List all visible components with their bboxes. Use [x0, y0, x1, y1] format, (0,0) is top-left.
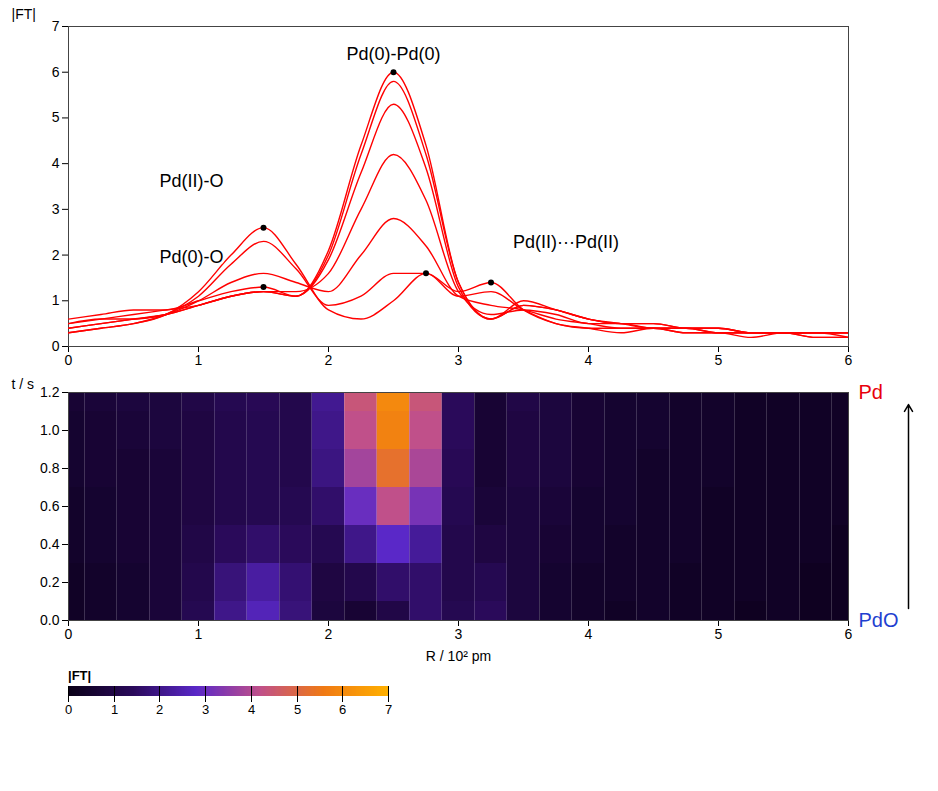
svg-text:0.2: 0.2: [40, 574, 60, 590]
svg-text:4: 4: [52, 155, 60, 171]
svg-text:2: 2: [52, 247, 60, 263]
svg-text:4: 4: [248, 702, 255, 717]
svg-text:5: 5: [52, 109, 60, 125]
svg-text:Pd(II)-O: Pd(II)-O: [159, 171, 223, 191]
svg-text:Pd(II)···Pd(II): Pd(II)···Pd(II): [513, 232, 619, 252]
svg-text:2: 2: [325, 626, 333, 642]
svg-text:0: 0: [65, 702, 72, 717]
svg-text:6: 6: [845, 352, 853, 368]
svg-text:6: 6: [845, 626, 853, 642]
svg-text:PdO: PdO: [859, 609, 899, 631]
svg-text:|FT|: |FT|: [68, 668, 91, 683]
svg-text:3: 3: [455, 352, 463, 368]
svg-text:Pd(0)-O: Pd(0)-O: [159, 247, 223, 267]
svg-text:1: 1: [195, 626, 203, 642]
svg-text:2: 2: [325, 352, 333, 368]
svg-text:5: 5: [715, 626, 723, 642]
svg-text:7: 7: [385, 702, 392, 717]
svg-text:2: 2: [156, 702, 163, 717]
svg-text:6: 6: [339, 702, 346, 717]
svg-text:|FT|: |FT|: [12, 6, 36, 22]
svg-text:R / 10² pm: R / 10² pm: [426, 648, 491, 664]
svg-text:1: 1: [52, 292, 60, 308]
svg-text:0.0: 0.0: [40, 612, 60, 628]
svg-text:t / s: t / s: [12, 376, 35, 392]
svg-text:3: 3: [202, 702, 209, 717]
svg-text:3: 3: [52, 201, 60, 217]
svg-text:5: 5: [294, 702, 301, 717]
svg-text:3: 3: [455, 626, 463, 642]
svg-text:1: 1: [195, 352, 203, 368]
svg-text:Pd: Pd: [859, 381, 883, 403]
svg-text:1.2: 1.2: [40, 384, 60, 400]
svg-text:0.6: 0.6: [40, 498, 60, 514]
svg-text:4: 4: [585, 626, 593, 642]
svg-text:6: 6: [52, 64, 60, 80]
svg-text:0: 0: [65, 352, 73, 368]
svg-text:4: 4: [585, 352, 593, 368]
svg-text:1: 1: [111, 702, 118, 717]
svg-text:7: 7: [52, 18, 60, 34]
svg-text:1.0: 1.0: [40, 422, 60, 438]
svg-text:0: 0: [65, 626, 73, 642]
svg-text:Pd(0)-Pd(0): Pd(0)-Pd(0): [346, 44, 440, 64]
svg-text:0.8: 0.8: [40, 460, 60, 476]
svg-text:0: 0: [52, 338, 60, 354]
svg-text:0.4: 0.4: [40, 536, 60, 552]
svg-text:5: 5: [715, 352, 723, 368]
